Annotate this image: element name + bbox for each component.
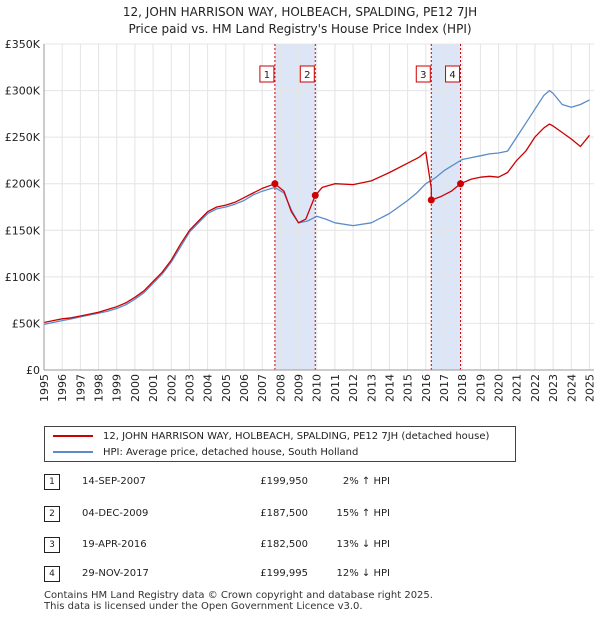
transaction-date: 04-DEC-2009 (82, 508, 149, 519)
x-tick-label: 2022 (529, 374, 542, 402)
y-tick-label: £50K (12, 317, 41, 330)
sale-point (311, 191, 319, 199)
legend: 12, JOHN HARRISON WAY, HOLBEACH, SPALDIN… (44, 426, 516, 462)
x-tick-label: 2000 (129, 374, 142, 402)
transaction-hpi: 12% ↓ HPI (336, 568, 390, 579)
transaction-hpi: 15% ↑ HPI (336, 508, 390, 519)
transaction-row: 2 04-DEC-2009 £187,500 15% ↑ HPI (44, 506, 464, 524)
sale-marker: 4 (445, 65, 461, 83)
y-tick-label: £150K (5, 224, 41, 237)
transaction-row: 1 14-SEP-2007 £199,950 2% ↑ HPI (44, 474, 464, 492)
transaction-badge: 3 (44, 537, 60, 553)
sale-points (271, 180, 465, 204)
x-tick-label: 2017 (438, 374, 451, 402)
footer-line-2: This data is licensed under the Open Gov… (44, 601, 363, 612)
sale-marker-box (445, 65, 461, 83)
x-tick-label: 2025 (583, 374, 596, 402)
x-tick-label: 2021 (511, 374, 524, 402)
sale-marker-box (299, 65, 315, 83)
hpi-line (43, 89, 590, 326)
transaction-badge: 1 (44, 474, 60, 490)
sale-marker-label: 3 (420, 70, 426, 81)
shaded-band (274, 44, 316, 370)
x-tick-label: 2014 (383, 374, 396, 402)
transaction-date: 19-APR-2016 (82, 539, 147, 550)
y-tick-label: £100K (5, 271, 41, 284)
legend-label-hpi: HPI: Average price, detached house, Sout… (103, 447, 359, 458)
y-tick-label: £200K (5, 178, 41, 191)
sale-marker-box (259, 65, 275, 83)
sale-point (457, 180, 465, 188)
transaction-badge: 4 (44, 566, 60, 582)
legend-item-hpi: HPI: Average price, detached house, Sout… (53, 445, 358, 461)
x-tick-label: 2004 (202, 374, 215, 402)
legend-swatch-hpi (53, 451, 93, 453)
legend-swatch-property (53, 435, 93, 437)
shaded-band (431, 44, 461, 370)
transaction-price: £187,500 (260, 508, 308, 519)
transaction-hpi: 13% ↓ HPI (336, 539, 390, 550)
x-tick-label: 2023 (547, 374, 560, 402)
transaction-hpi: 2% ↑ HPI (342, 476, 390, 487)
x-tick-label: 2001 (147, 374, 160, 402)
x-tick-label: 2003 (183, 374, 196, 402)
sale-point (271, 180, 279, 188)
x-tick-label: 1998 (93, 374, 106, 402)
y-tick-label: £0 (26, 364, 40, 377)
x-tick-label: 2020 (493, 374, 506, 402)
axes: £0 £50K £100K £150K £200K £250K £300K £350K 1995… (5, 38, 597, 402)
x-tick-label: 2011 (329, 374, 342, 402)
transaction-row: 4 29-NOV-2017 £199,995 12% ↓ HPI (44, 566, 464, 584)
transaction-row: 3 19-APR-2016 £182,500 13% ↓ HPI (44, 537, 464, 555)
property-line (43, 123, 591, 324)
x-tick-label: 2010 (311, 374, 324, 402)
x-tick-label: 2006 (238, 374, 251, 402)
x-tick-label: 2005 (220, 374, 233, 402)
series-lines (43, 89, 591, 326)
y-tick-label: £300K (5, 85, 41, 98)
chart-title: 12, JOHN HARRISON WAY, HOLBEACH, SPALDIN… (0, 4, 600, 38)
y-tick-label: £350K (5, 38, 41, 51)
x-tick-label: 2015 (402, 374, 415, 402)
footer-line-1: Contains HM Land Registry data © Crown c… (44, 590, 433, 601)
sale-marker: 1 (259, 65, 275, 83)
x-tick-label: 2009 (293, 374, 306, 402)
x-tick-label: 1997 (74, 374, 87, 402)
x-tick-label: 2019 (474, 374, 487, 402)
transaction-date: 14-SEP-2007 (82, 476, 146, 487)
y-tick-label: £250K (5, 131, 41, 144)
sale-marker-label: 4 (449, 70, 455, 81)
x-tick-label: 2013 (365, 374, 378, 402)
legend-item-property: 12, JOHN HARRISON WAY, HOLBEACH, SPALDIN… (53, 429, 489, 445)
x-tick-label: 2016 (420, 374, 433, 402)
title-line-1: 12, JOHN HARRISON WAY, HOLBEACH, SPALDIN… (122, 5, 478, 19)
x-tick-label: 2018 (456, 374, 469, 402)
x-tick-label: 1995 (38, 374, 51, 402)
sale-marker-label: 1 (264, 70, 270, 81)
x-tick-label: 2024 (565, 374, 578, 402)
sale-marker-box (415, 65, 431, 83)
sale-marker: 2 (299, 65, 315, 83)
shaded-bands (274, 44, 461, 370)
sale-point (427, 196, 435, 204)
x-tick-label: 2008 (274, 374, 287, 402)
sale-marker-label: 2 (304, 70, 310, 81)
transaction-price: £199,995 (260, 568, 308, 579)
x-tick-label: 2012 (347, 374, 360, 402)
transaction-price: £199,950 (260, 476, 308, 487)
x-tick-label: 2002 (165, 374, 178, 402)
title-line-2: Price paid vs. HM Land Registry's House … (128, 22, 472, 36)
legend-label-property: 12, JOHN HARRISON WAY, HOLBEACH, SPALDIN… (103, 431, 490, 442)
x-tick-label: 1996 (56, 374, 69, 402)
transaction-date: 29-NOV-2017 (82, 568, 149, 579)
x-tick-label: 1999 (111, 374, 124, 402)
sale-markers: 1 2 3 4 (259, 65, 461, 83)
price-chart: 1 2 3 4 £0 £50K £100K £150K £200K £250K £300K £350… (5, 38, 597, 402)
grid (43, 43, 594, 371)
transaction-price: £182,500 (260, 539, 308, 550)
x-tick-label: 2007 (256, 374, 269, 402)
transaction-badge: 2 (44, 506, 60, 522)
footer: Contains HM Land Registry data © Crown c… (44, 590, 433, 612)
sale-marker: 3 (415, 65, 431, 83)
